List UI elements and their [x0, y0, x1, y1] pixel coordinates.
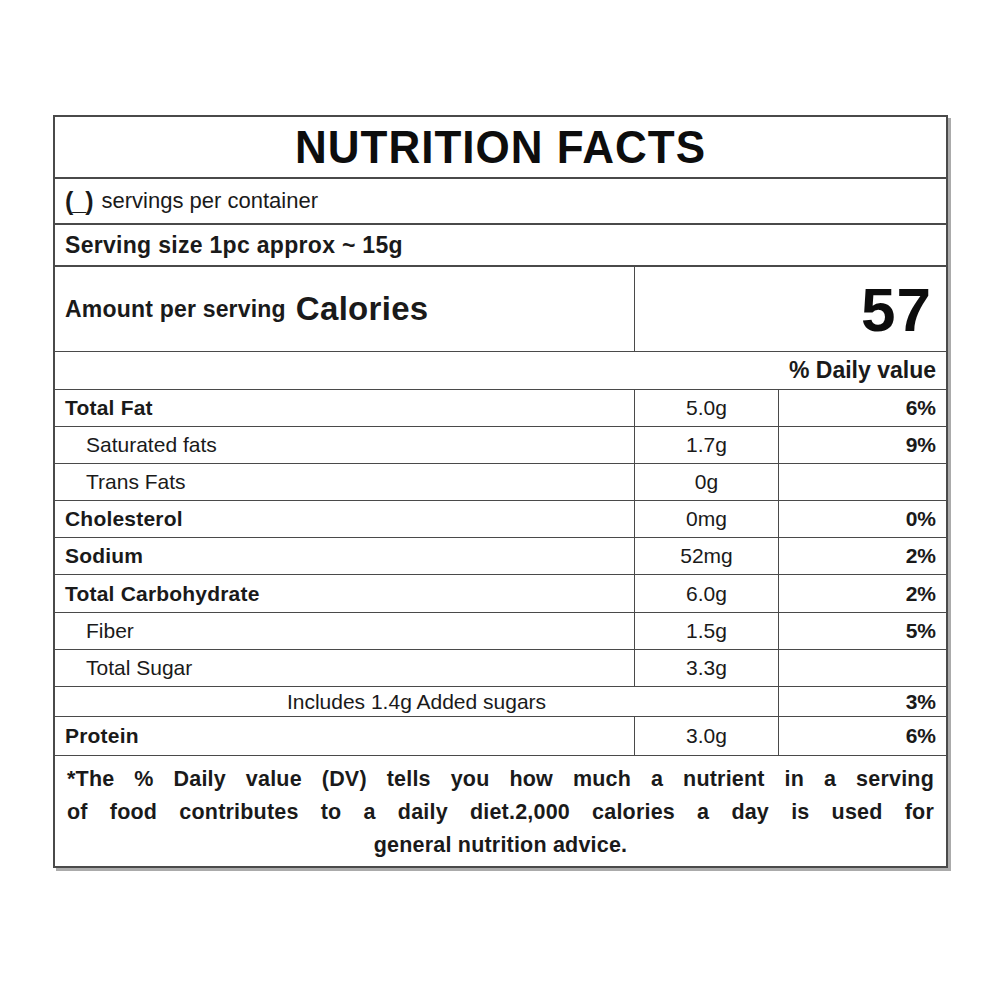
nutrient-amount: 0mg [635, 501, 778, 537]
calories-value: 57 [861, 274, 932, 345]
table-row-total-sugar: Total Sugar 3.3g [55, 649, 946, 686]
nutrient-amount: 3.3g [635, 650, 778, 686]
nutrient-amount: 1.7g [635, 427, 778, 463]
calories-label: Calories [296, 290, 429, 328]
nutrient-amount: 52mg [635, 538, 778, 574]
nutrient-daily-value: 6% [778, 717, 946, 755]
nutrient-daily-value: 2% [778, 575, 946, 611]
nutrient-name: Trans Fats [55, 464, 635, 500]
servings-blank-placeholder: (_) [65, 187, 93, 216]
footnote-line-1: *The % Daily value (DV) tells you how mu… [67, 763, 934, 796]
nutrient-name: Cholesterol [55, 501, 635, 537]
nutrient-daily-value [778, 464, 946, 500]
serving-size-row: Serving size 1pc approx ~ 15g [55, 223, 946, 266]
nutrient-name: Protein [55, 717, 635, 755]
title-row: NUTRITION FACTS [55, 117, 946, 179]
nutrient-amount: 6.0g [635, 575, 778, 611]
footnote-line-3: general nutrition advice. [67, 829, 934, 862]
footnote-line-2: of food contributes to a daily diet.2,00… [67, 796, 934, 829]
daily-value-footnote: *The % Daily value (DV) tells you how mu… [55, 755, 946, 866]
nutrition-facts-label: NUTRITION FACTS (_) servings per contain… [53, 115, 948, 868]
serving-size-text: Serving size 1pc approx ~ 15g [65, 232, 403, 259]
nutrient-amount: 0g [635, 464, 778, 500]
nutrient-amount: 1.5g [635, 613, 778, 649]
table-row-saturated-fats: Saturated fats 1.7g 9% [55, 426, 946, 463]
nutrient-name: Includes 1.4g Added sugars [55, 687, 778, 717]
calories-row: Amount per serving Calories 57 [55, 265, 946, 351]
daily-value-header: % Daily value [789, 357, 936, 384]
daily-value-header-row: % Daily value [55, 351, 946, 389]
label-title: NUTRITION FACTS [295, 121, 706, 173]
nutrient-name: Total Sugar [55, 650, 635, 686]
nutrient-daily-value: 9% [778, 427, 946, 463]
table-row-trans-fats: Trans Fats 0g [55, 463, 946, 500]
nutrient-daily-value [778, 650, 946, 686]
calories-value-cell: 57 [635, 267, 946, 351]
calories-left-cell: Amount per serving Calories [55, 267, 635, 351]
nutrient-daily-value: 6% [778, 390, 946, 426]
table-row-protein: Protein 3.0g 6% [55, 716, 946, 755]
nutrient-name: Total Fat [55, 390, 635, 426]
nutrient-amount: 3.0g [635, 717, 778, 755]
table-row-sodium: Sodium 52mg 2% [55, 537, 946, 574]
nutrient-name: Saturated fats [55, 427, 635, 463]
page-background: NUTRITION FACTS (_) servings per contain… [0, 0, 1000, 1000]
nutrient-daily-value: 2% [778, 538, 946, 574]
nutrient-name: Fiber [55, 613, 635, 649]
table-row-total-fat: Total Fat 5.0g 6% [55, 389, 946, 426]
servings-per-container-row: (_) servings per container [55, 179, 946, 223]
nutrient-daily-value: 0% [778, 501, 946, 537]
nutrient-name: Sodium [55, 538, 635, 574]
nutrient-amount: 5.0g [635, 390, 778, 426]
servings-text: servings per container [102, 188, 318, 214]
table-row-total-carbohydrate: Total Carbohydrate 6.0g 2% [55, 574, 946, 611]
amount-per-serving-label: Amount per serving [65, 296, 286, 323]
table-row-fiber: Fiber 1.5g 5% [55, 612, 946, 649]
nutrient-name: Total Carbohydrate [55, 575, 635, 611]
nutrient-daily-value: 3% [778, 687, 946, 717]
table-row-added-sugars: Includes 1.4g Added sugars 3% [55, 686, 946, 717]
nutrient-daily-value: 5% [778, 613, 946, 649]
table-row-cholesterol: Cholesterol 0mg 0% [55, 500, 946, 537]
